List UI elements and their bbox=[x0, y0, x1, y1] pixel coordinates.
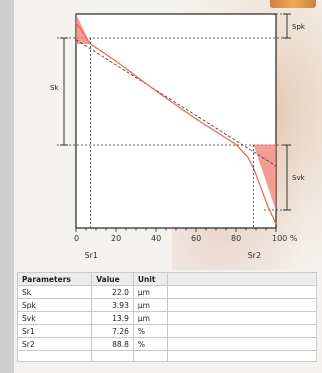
table-empty-row bbox=[16, 350, 317, 362]
param-value: 3.93 bbox=[91, 298, 134, 312]
header-unit: Unit bbox=[132, 272, 169, 286]
sr1-axis-label: Sr1 bbox=[85, 251, 98, 260]
material-ratio-curve bbox=[75, 22, 277, 224]
x-tick-label: 0 bbox=[74, 234, 79, 243]
valley-area-fill bbox=[253, 144, 276, 211]
spk-dimension: Spk bbox=[283, 13, 306, 39]
svk-side-label: Svk bbox=[292, 174, 306, 182]
table-header-row: Parameters Value Unit bbox=[16, 272, 317, 286]
header-filler bbox=[167, 272, 317, 286]
table-row: Sk 22.0 µm bbox=[16, 285, 317, 299]
param-value: 22.0 bbox=[91, 285, 134, 299]
param-value: 13.9 bbox=[91, 311, 134, 325]
peak-area-fill bbox=[76, 14, 91, 44]
param-name: Svk bbox=[16, 311, 93, 325]
plot-frame bbox=[75, 13, 277, 229]
param-value: 88.8 bbox=[91, 337, 134, 351]
sk-dimension: Sk bbox=[50, 37, 68, 146]
spk-side-label: Spk bbox=[292, 23, 306, 31]
svk-dimension: Svk bbox=[283, 144, 306, 211]
brand-logo-icon bbox=[270, 0, 316, 8]
x-tick-label: 20 bbox=[111, 234, 121, 243]
equivalent-straight-line bbox=[75, 39, 277, 167]
parameters-table: Parameters Value Unit Sk 22.0 µm Spk 3.9… bbox=[16, 272, 317, 362]
sr2-axis-label: Sr2 bbox=[248, 251, 261, 260]
x-tick-label: 80 bbox=[231, 234, 241, 243]
param-name: Sk bbox=[16, 285, 93, 299]
param-unit: % bbox=[132, 324, 169, 338]
x-tick-label: 40 bbox=[151, 234, 161, 243]
param-unit: µm bbox=[132, 298, 169, 312]
table-row: Sr1 7.26 % bbox=[16, 324, 317, 338]
param-unit: µm bbox=[132, 311, 169, 325]
param-name: Sr2 bbox=[16, 337, 93, 351]
table-row: Sr2 88.8 % bbox=[16, 337, 317, 351]
param-unit: µm bbox=[132, 285, 169, 299]
param-value: 7.26 bbox=[91, 324, 134, 338]
header-parameters: Parameters bbox=[16, 272, 93, 286]
param-name: Sr1 bbox=[16, 324, 93, 338]
sk-side-label: Sk bbox=[50, 84, 59, 92]
abbott-firestone-chart: Sk Spk Svk 0 20 40 60 80 100 % Sr1 Sr2 bbox=[50, 13, 306, 260]
x-tick-label: 100 % bbox=[272, 234, 298, 243]
x-tick-label: 60 bbox=[191, 234, 201, 243]
x-axis: 0 20 40 60 80 100 % bbox=[74, 228, 298, 243]
param-name: Spk bbox=[16, 298, 93, 312]
param-unit: % bbox=[132, 337, 169, 351]
header-value: Value bbox=[91, 272, 134, 286]
table-row: Svk 13.9 µm bbox=[16, 311, 317, 325]
table-row: Spk 3.93 µm bbox=[16, 298, 317, 312]
